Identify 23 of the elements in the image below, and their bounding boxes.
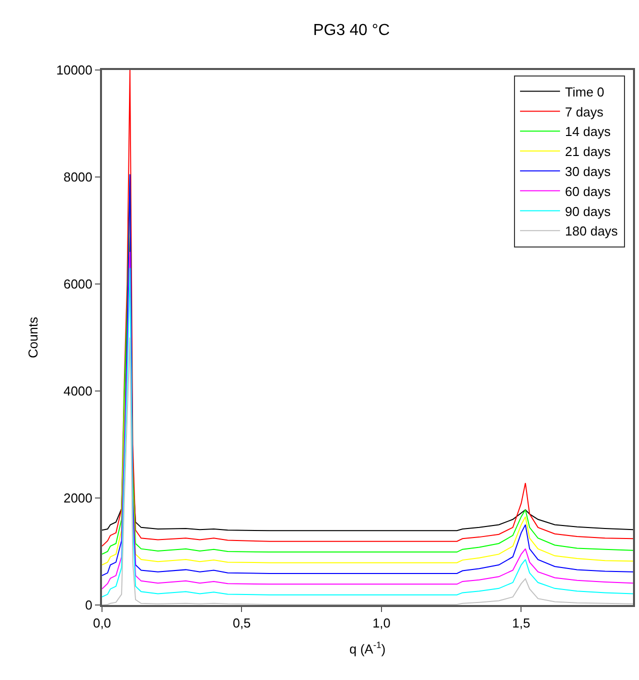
x-tick-label: 0,5 [232, 616, 251, 631]
chart-title: PG3 40 °C [313, 22, 390, 39]
line-series [102, 337, 633, 605]
y-tick-label: 10000 [56, 62, 92, 78]
line-series [102, 70, 633, 547]
legend-label: 21 days [565, 144, 612, 160]
y-tick-label: 8000 [63, 170, 92, 185]
legend-label: 14 days [565, 124, 612, 140]
legend-label: 60 days [565, 184, 612, 199]
y-tick-label: 0 [85, 598, 92, 613]
legend-label: 30 days [565, 164, 612, 179]
x-tick-label: 0,0 [92, 616, 112, 631]
y-tick-label: 2000 [63, 490, 92, 506]
x-tick-label: 1,5 [512, 616, 530, 631]
x-tick-label: 1,0 [372, 616, 391, 631]
legend-label: 7 days [565, 104, 604, 120]
legend-label: 90 days [565, 204, 612, 219]
legend-label: Time 0 [565, 84, 604, 100]
y-axis-title: Counts [26, 316, 41, 358]
y-tick-label: 4000 [63, 384, 92, 399]
x-axis-title: q (A$^{-1}$) [349, 640, 386, 657]
legend-label: 180 days [565, 224, 618, 239]
y-tick-label: 6000 [63, 276, 92, 292]
